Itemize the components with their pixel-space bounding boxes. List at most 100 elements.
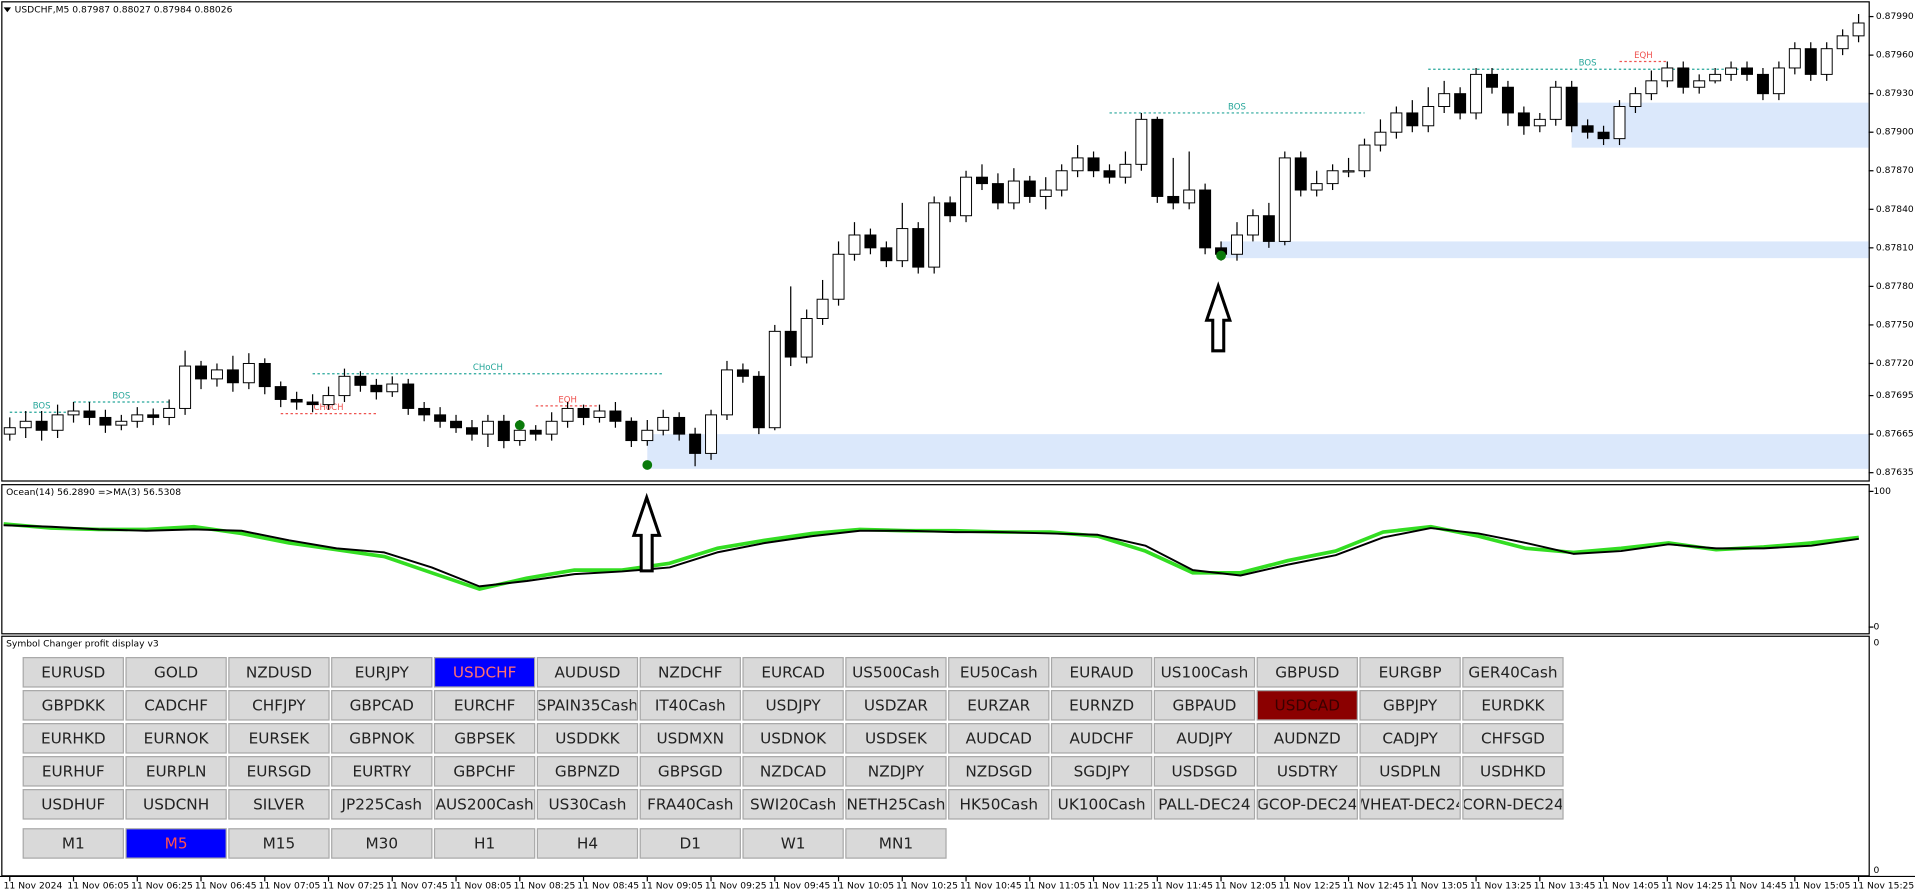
symbol-button[interactable] <box>228 690 330 721</box>
symbol-button[interactable] <box>639 789 741 820</box>
symbol-button[interactable] <box>845 723 947 754</box>
symbol-button[interactable] <box>742 657 844 688</box>
button-label[interactable]: EURZAR <box>967 696 1030 714</box>
button-label[interactable]: USDPLN <box>1379 762 1441 780</box>
symbol-button[interactable] <box>1359 690 1461 721</box>
symbol-button[interactable] <box>125 690 227 721</box>
button-label[interactable]: EURUSD <box>41 663 105 681</box>
button-label[interactable]: EURNOK <box>144 729 210 747</box>
symbol-button[interactable] <box>228 828 330 859</box>
symbol-button[interactable] <box>742 828 844 859</box>
button-label[interactable]: USDZAR <box>864 696 928 714</box>
symbol-button[interactable] <box>1256 657 1358 688</box>
button-label[interactable]: GCOP-DEC24 <box>1257 795 1357 813</box>
button-label[interactable]: JP225Cash <box>341 795 422 813</box>
menu-triangle[interactable] <box>3 7 11 13</box>
symbol-button[interactable] <box>1359 789 1461 820</box>
button-label[interactable]: USDDKK <box>555 729 620 747</box>
symbol-button[interactable] <box>639 690 741 721</box>
symbol-button[interactable] <box>1153 657 1256 688</box>
button-label[interactable]: GBPUSD <box>1275 663 1339 681</box>
symbol-button[interactable] <box>125 789 227 820</box>
button-label[interactable]: EURSGD <box>247 762 312 780</box>
symbol-button[interactable] <box>1153 690 1256 721</box>
symbol-button[interactable] <box>22 657 124 688</box>
symbol-button[interactable] <box>1256 723 1358 754</box>
button-label[interactable]: USDSEK <box>865 729 928 747</box>
symbol-button[interactable] <box>331 756 433 787</box>
symbol-button[interactable] <box>845 828 947 859</box>
button-label[interactable]: EURHUF <box>42 762 105 780</box>
button-label[interactable]: SILVER <box>253 795 305 813</box>
symbol-button[interactable] <box>125 756 227 787</box>
symbol-button[interactable] <box>845 756 947 787</box>
button-label[interactable]: M30 <box>365 835 398 853</box>
symbol-button[interactable] <box>1050 657 1153 688</box>
button-label[interactable]: H1 <box>474 835 495 853</box>
symbol-button[interactable] <box>845 657 947 688</box>
button-label[interactable]: NETH25Cash <box>846 795 945 813</box>
button-label[interactable]: NZDCHF <box>658 663 723 681</box>
button-label[interactable]: WHEAT-DEC24 <box>1355 795 1465 813</box>
button-label[interactable]: AUS200Cash <box>436 795 534 813</box>
button-label[interactable]: FRA40Cash <box>647 795 733 813</box>
button-label[interactable]: USDTRY <box>1277 762 1339 780</box>
button-label[interactable]: AUDNZD <box>1274 729 1341 747</box>
button-label[interactable]: USDMXN <box>656 729 724 747</box>
symbol-button[interactable] <box>948 657 1050 688</box>
button-label[interactable]: EURAUD <box>1070 663 1134 681</box>
symbol-button[interactable] <box>639 723 741 754</box>
button-label[interactable]: EU50Cash <box>960 663 1038 681</box>
symbol-button[interactable] <box>433 723 536 754</box>
button-label[interactable]: W1 <box>781 835 806 853</box>
symbol-button[interactable] <box>948 723 1050 754</box>
symbol-button[interactable] <box>228 657 330 688</box>
button-label[interactable]: H4 <box>577 835 598 853</box>
symbol-button[interactable] <box>331 789 433 820</box>
symbol-button[interactable] <box>22 789 124 820</box>
symbol-button[interactable] <box>845 690 947 721</box>
symbol-button[interactable] <box>536 828 639 859</box>
symbol-button[interactable] <box>1462 723 1564 754</box>
symbol-button[interactable] <box>948 690 1050 721</box>
button-label[interactable]: SWI20Cash <box>750 795 836 813</box>
button-label[interactable]: GBPNZD <box>555 762 620 780</box>
button-label[interactable]: NZDCAD <box>760 762 826 780</box>
symbol-button[interactable] <box>1256 690 1358 721</box>
button-label[interactable]: USDNOK <box>760 729 827 747</box>
symbol-button[interactable] <box>1359 657 1461 688</box>
button-label[interactable]: NZDUSD <box>246 663 312 681</box>
symbol-button[interactable] <box>1462 657 1564 688</box>
symbol-button[interactable] <box>948 756 1050 787</box>
symbol-button[interactable] <box>433 756 536 787</box>
symbol-button[interactable] <box>1050 723 1153 754</box>
symbol-button[interactable] <box>1050 690 1153 721</box>
symbol-button[interactable] <box>1256 756 1358 787</box>
symbol-button[interactable] <box>536 756 639 787</box>
button-label[interactable]: AUDJPY <box>1176 729 1233 747</box>
button-label[interactable]: M5 <box>165 835 188 853</box>
symbol-button[interactable] <box>536 657 639 688</box>
button-label[interactable]: CADJPY <box>1382 729 1438 747</box>
button-label[interactable]: EURDKK <box>1481 696 1545 714</box>
symbol-button[interactable] <box>1462 756 1564 787</box>
button-label[interactable]: CADCHF <box>144 696 208 714</box>
symbol-button[interactable] <box>125 828 227 859</box>
symbol-button[interactable] <box>22 828 124 859</box>
button-label[interactable]: GBPNOK <box>349 729 415 747</box>
button-label[interactable]: USDHKD <box>1480 762 1546 780</box>
symbol-button[interactable] <box>1359 723 1461 754</box>
button-label[interactable]: PALL-DEC24 <box>1158 795 1250 813</box>
button-label[interactable]: USDSGD <box>1172 762 1238 780</box>
symbol-button[interactable] <box>1153 789 1256 820</box>
button-label[interactable]: CHFJPY <box>252 696 306 714</box>
button-label[interactable]: EURCAD <box>761 663 825 681</box>
symbol-button[interactable] <box>331 828 433 859</box>
button-label[interactable]: AUDCHF <box>1069 729 1133 747</box>
symbol-button[interactable] <box>536 690 639 721</box>
symbol-button[interactable] <box>228 789 330 820</box>
symbol-button[interactable] <box>742 690 844 721</box>
button-label[interactable]: USDHUF <box>41 795 105 813</box>
button-label[interactable]: EURJPY <box>355 663 410 681</box>
button-label[interactable]: EURCHF <box>454 696 516 714</box>
